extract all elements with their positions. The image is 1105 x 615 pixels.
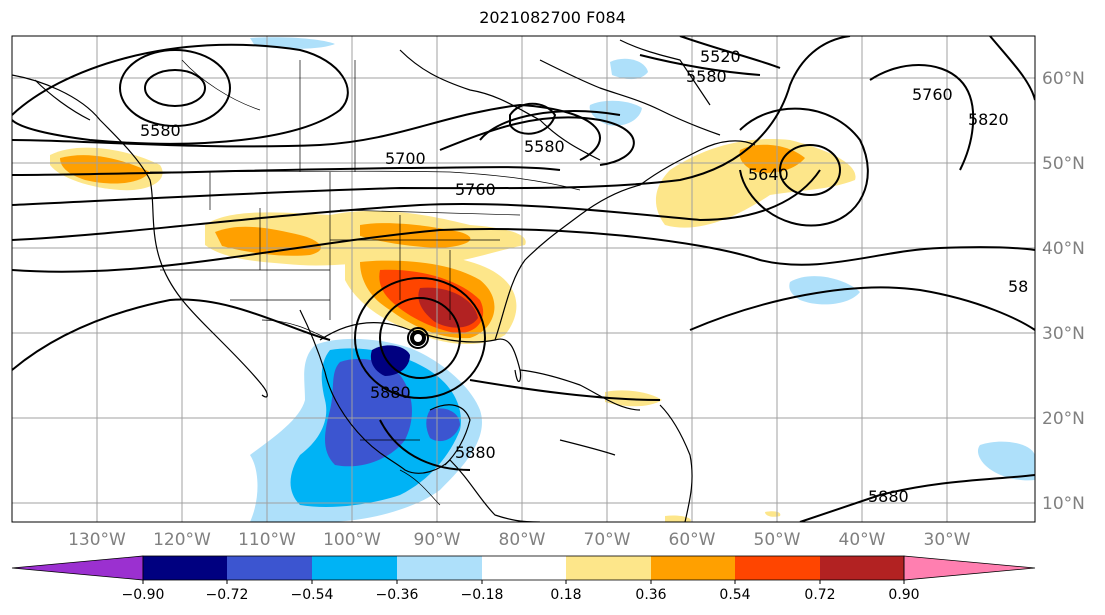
lon-label: 120°W (153, 530, 211, 550)
lon-label: 40°W (839, 530, 886, 550)
lat-label: 40°N (1042, 239, 1085, 259)
colorbar-segment (482, 556, 566, 580)
lon-label: 60°W (669, 530, 716, 550)
lon-label: 110°W (238, 530, 296, 550)
colorbar-outline (142, 555, 905, 581)
colorbar-tick-label: −0.90 (122, 587, 165, 603)
colorbar-segment (735, 556, 820, 580)
lon-label: 90°W (414, 530, 461, 550)
contour-label: 5700 (385, 149, 426, 168)
colorbar-segment (227, 556, 312, 580)
lat-label: 50°N (1042, 154, 1085, 174)
contour-label: 5760 (912, 85, 953, 104)
colorbar-tick-label: −0.18 (461, 587, 504, 603)
height-contours (12, 36, 1035, 522)
lat-label: 30°N (1042, 324, 1085, 344)
contour-labels: 5520 5580 5580 5580 5700 5760 5640 5760 … (140, 47, 1028, 506)
contour-label: 5820 (968, 110, 1009, 129)
contour-label: 5520 (700, 47, 741, 66)
lon-label: 70°W (584, 530, 631, 550)
lon-label: 80°W (499, 530, 546, 550)
latitude-labels: 60°N 50°N 40°N 30°N 20°N 10°N (1042, 69, 1085, 514)
colorbar-tick-label: 0.90 (888, 587, 919, 603)
lat-label: 60°N (1042, 69, 1085, 89)
colorbar-tick-label: 0.72 (804, 587, 835, 603)
contour-label: 5880 (455, 443, 496, 462)
contour-label: 5580 (524, 137, 565, 156)
colorbar-tick-labels: −0.90 −0.72 −0.54 −0.36 −0.18 0.18 0.36 … (122, 587, 920, 603)
lon-label: 100°W (323, 530, 381, 550)
map-title: 2021082700 F084 (479, 8, 626, 27)
longitude-labels: 130°W 120°W 110°W 100°W 90°W 80°W 70°W 6… (68, 530, 971, 550)
contour-label: 5580 (686, 67, 727, 86)
colorbar-tick-label: 0.18 (550, 587, 581, 603)
lat-label: 10°N (1042, 494, 1085, 514)
colorbar-tick-label: −0.72 (206, 587, 249, 603)
lat-label: 20°N (1042, 409, 1085, 429)
map-frame (11, 35, 1036, 523)
colorbar-segment (566, 556, 651, 580)
colorbar-tick-label: 0.36 (635, 587, 666, 603)
colorbar-tick-label: 0.54 (719, 587, 750, 603)
contour-label: 5580 (140, 121, 181, 140)
colorbar-segment (312, 556, 397, 580)
contour-label: 5760 (455, 180, 496, 199)
contour-label: 58 (1008, 277, 1028, 296)
colorbar-segment (397, 556, 482, 580)
contour-label: 5880 (868, 487, 909, 506)
colorbar-segment (820, 556, 904, 580)
colorbar-segment (651, 556, 735, 580)
colorbar-segment (143, 556, 227, 580)
colorbar-extend-min (11, 555, 144, 581)
lon-label: 30°W (924, 530, 971, 550)
colorbar (11, 555, 1036, 584)
map-background (12, 36, 1035, 522)
cyclone-center (410, 330, 426, 346)
graticule (12, 36, 1035, 522)
colorbar-tick-label: −0.36 (376, 587, 419, 603)
contour-label: 5880 (370, 383, 411, 402)
lon-label: 50°W (754, 530, 801, 550)
colorbar-tick-label: −0.54 (291, 587, 334, 603)
colorbar-extend-max (903, 555, 1036, 581)
lon-label: 130°W (68, 530, 126, 550)
contour-label: 5640 (748, 165, 789, 184)
anomaly-shading (50, 37, 1035, 522)
